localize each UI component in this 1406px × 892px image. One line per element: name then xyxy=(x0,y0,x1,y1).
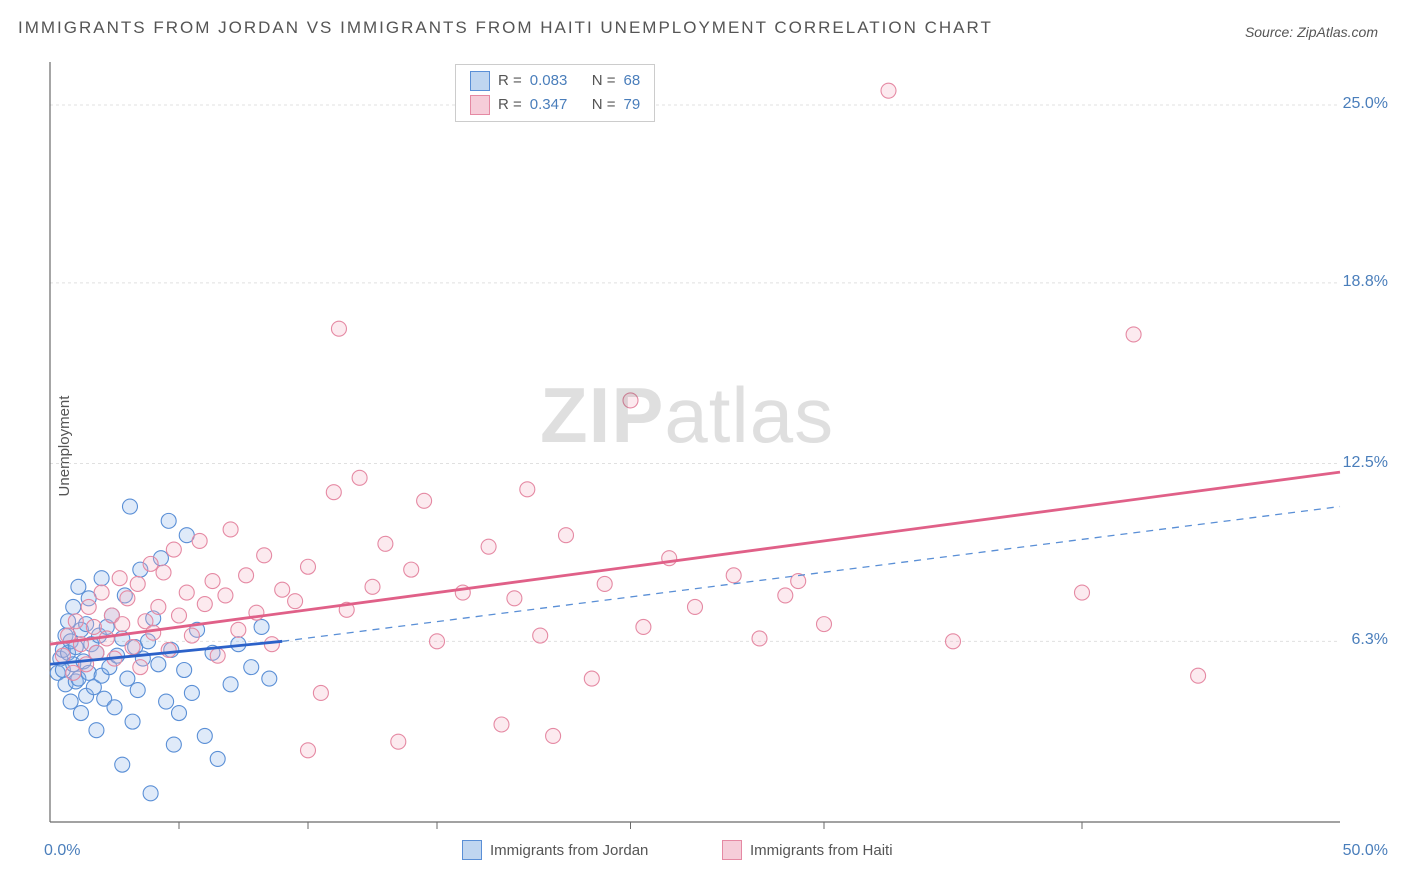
ytick-label: 6.3% xyxy=(1352,631,1388,649)
xlegend-item: Immigrants from Jordan xyxy=(462,840,648,860)
xtick-min: 0.0% xyxy=(44,842,80,860)
ytick-label: 12.5% xyxy=(1343,454,1388,472)
legend-row: R =0.347N =79 xyxy=(470,93,640,117)
ytick-label: 18.8% xyxy=(1343,273,1388,291)
ytick-label: 25.0% xyxy=(1343,95,1388,113)
legend-row: R =0.083N =68 xyxy=(470,69,640,93)
xtick-max: 50.0% xyxy=(1343,842,1388,860)
scatter-plot xyxy=(0,0,1406,892)
xlegend-item: Immigrants from Haiti xyxy=(722,840,893,860)
legend-stats: R =0.083N =68R =0.347N =79 xyxy=(455,64,655,122)
